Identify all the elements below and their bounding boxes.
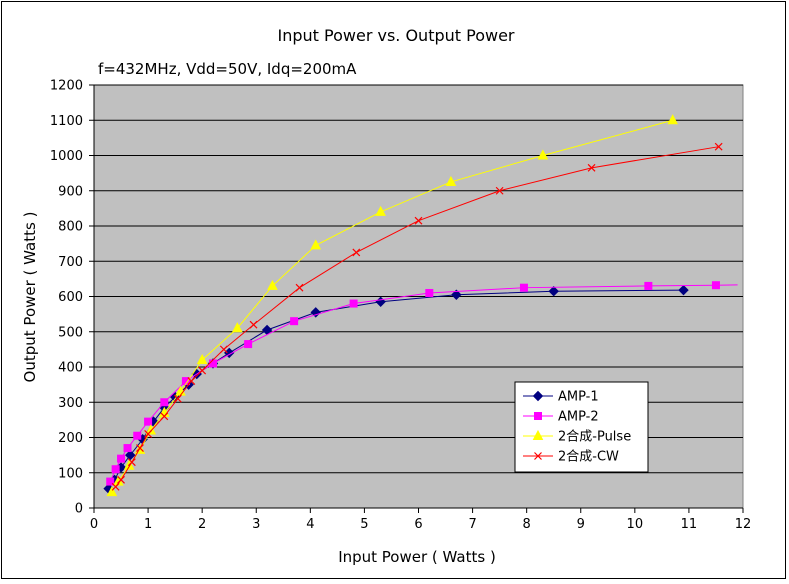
x-tick-label: 9 [577, 517, 585, 532]
data-point [111, 465, 120, 474]
y-axis-label: Output Power ( Watts ) [21, 212, 39, 383]
data-point [414, 216, 423, 225]
series-2 [106, 281, 738, 486]
data-point [425, 288, 434, 297]
data-point [173, 394, 182, 403]
data-point [208, 359, 217, 368]
legend-label: 2合成-Pulse [558, 430, 631, 445]
x-tick-label: 12 [735, 517, 752, 532]
x-tick-label: 5 [360, 517, 368, 532]
x-tick-labels: 0 1 2 3 4 5 6 7 8 9 10 11 12 [90, 517, 751, 532]
series-4 [111, 142, 723, 491]
data-point [290, 317, 299, 326]
data-point [714, 142, 723, 151]
data-point [160, 412, 169, 421]
x-tick-label: 10 [627, 517, 644, 532]
y-tick-label: 1000 [50, 149, 83, 164]
y-tick-label: 900 [58, 184, 83, 199]
y-tick-label: 400 [58, 361, 83, 376]
y-tick-label: 1100 [50, 114, 83, 129]
legend-label: AMP-2 [558, 410, 599, 425]
data-point [310, 239, 322, 250]
data-point [145, 424, 157, 435]
data-point [349, 299, 358, 308]
legend: AMP-1 AMP-2 2合成-Pulse 2合成-CW [514, 381, 649, 473]
y-tick-label: 800 [58, 220, 83, 235]
y-tick-label: 0 [75, 502, 83, 517]
data-point [375, 205, 386, 216]
data-point [244, 340, 253, 349]
x-tick-label: 8 [523, 517, 531, 532]
legend-label: 2合成-CW [558, 450, 619, 465]
x-tick-label: 7 [468, 517, 476, 532]
x-tick-label: 6 [414, 517, 422, 532]
y-tick-label: 200 [58, 431, 83, 446]
data-point [106, 486, 118, 497]
grid-lines [94, 84, 743, 474]
data-point [495, 186, 504, 195]
x-tick-label: 0 [90, 517, 98, 532]
data-point [451, 289, 462, 300]
data-point [133, 431, 142, 440]
legend-swatch-marker [532, 429, 544, 440]
data-point [127, 458, 136, 467]
data-point [548, 286, 559, 297]
data-point [711, 281, 720, 290]
chart-title: Input Power vs. Output Power [278, 26, 515, 45]
data-point [249, 320, 258, 329]
legend-item-2: AMP-2 [523, 410, 599, 425]
x-axis-label: Input Power ( Watts ) [338, 548, 496, 566]
data-point [106, 477, 115, 486]
legend-swatch-marker [534, 452, 542, 460]
data-point [123, 444, 132, 453]
data-point [117, 454, 126, 463]
x-tick-label: 3 [252, 517, 260, 532]
y-tick-label: 500 [58, 325, 83, 340]
x-tick-label: 4 [306, 517, 314, 532]
data-point [587, 163, 596, 172]
data-point [144, 430, 153, 438]
y-tick-label: 700 [58, 255, 83, 270]
data-point [196, 353, 208, 364]
data-point [219, 345, 228, 354]
data-point [352, 248, 361, 257]
legend-label: AMP-1 [558, 390, 599, 405]
legend-item-4: 2合成-CW [523, 450, 619, 465]
x-tick-label: 1 [144, 517, 152, 532]
legend-item-3: 2合成-Pulse [523, 430, 631, 445]
legend-item-1: AMP-1 [523, 390, 599, 405]
data-point [144, 417, 153, 426]
axes [89, 84, 744, 513]
y-tick-labels: 0 100 200 300 400 500 600 700 800 900 1000 1100 1200 [50, 79, 83, 517]
legend-swatch-marker [534, 412, 542, 420]
data-point [111, 482, 120, 491]
data-point [160, 398, 169, 407]
data-point [678, 284, 689, 296]
x-tick-label: 2 [198, 517, 206, 532]
chart-subtitle: f=432MHz, Vdd=50V, Idq=200mA [98, 60, 357, 78]
data-point [295, 283, 304, 292]
y-tick-label: 1200 [50, 79, 83, 94]
data-point [267, 279, 278, 290]
data-point [667, 114, 679, 125]
y-tick-label: 100 [58, 466, 83, 481]
y-tick-label: 600 [58, 290, 83, 305]
series-3 [106, 114, 679, 497]
data-point [519, 283, 528, 292]
data-point [231, 322, 243, 333]
data-point [136, 444, 144, 452]
data-point [537, 149, 549, 160]
legend-swatch-marker [532, 390, 544, 402]
y-tick-label: 300 [58, 396, 83, 411]
data-point [198, 366, 207, 375]
data-point [644, 281, 653, 290]
data-point [445, 175, 457, 186]
x-tick-label: 11 [681, 517, 698, 532]
series-group [103, 114, 738, 497]
data-point [125, 449, 136, 461]
data-point [187, 377, 196, 386]
data-point [117, 475, 125, 484]
